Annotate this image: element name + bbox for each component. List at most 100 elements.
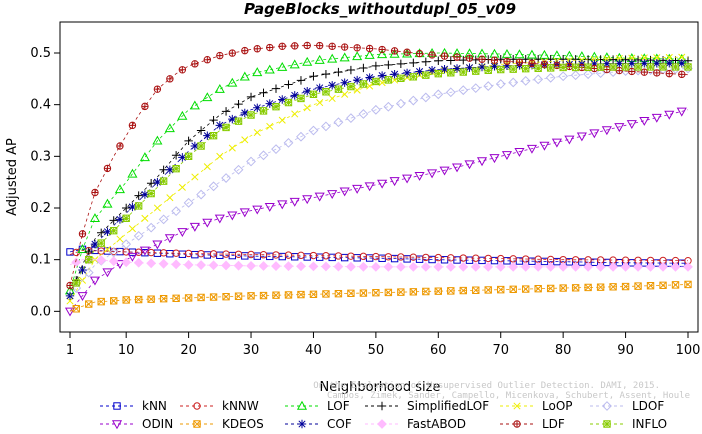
data-point (139, 246, 150, 256)
data-point (146, 179, 156, 188)
data-point (602, 59, 612, 68)
data-point (389, 177, 400, 187)
data-point (359, 289, 368, 297)
data-point (646, 55, 655, 65)
data-point (115, 215, 125, 224)
data-point (296, 261, 306, 272)
data-point (89, 213, 101, 223)
data-point (284, 80, 293, 89)
data-point (570, 70, 581, 81)
legend-item-kdeos: KDEOS (180, 417, 264, 431)
data-point (247, 292, 255, 300)
data-point (191, 173, 199, 181)
data-point (372, 289, 380, 297)
data-point (684, 280, 692, 289)
data-point (97, 228, 106, 237)
data-point (296, 76, 306, 85)
data-point (172, 165, 180, 173)
data-point (615, 54, 623, 62)
data-point (352, 51, 363, 61)
data-point (327, 53, 338, 63)
data-point (472, 286, 480, 294)
data-point (447, 287, 455, 295)
data-point (278, 95, 287, 104)
data-point (265, 99, 274, 108)
data-point (364, 182, 375, 192)
data-point (520, 75, 531, 86)
data-point (152, 135, 163, 145)
data-point (615, 59, 624, 68)
y-axis: 0.0 0.1 0.2 0.3 0.4 0.5 (30, 46, 60, 319)
data-point (495, 261, 506, 272)
data-point (640, 59, 649, 68)
data-point (665, 59, 674, 68)
data-point (551, 50, 562, 60)
data-point (508, 261, 519, 272)
legend-marker (111, 420, 123, 430)
data-point (402, 48, 413, 58)
data-point (489, 48, 500, 58)
data-point (633, 55, 643, 65)
data-point (396, 59, 406, 69)
data-point (645, 261, 656, 272)
data-point (184, 152, 193, 161)
y-axis-label: Adjusted AP (5, 138, 20, 216)
legend-marker (296, 400, 308, 410)
data-point (372, 77, 380, 86)
data-point (628, 54, 636, 62)
data-point (303, 104, 311, 112)
data-point (683, 261, 693, 272)
x-tick-label: 40 (305, 343, 322, 358)
data-point (359, 252, 368, 261)
data-point (615, 66, 624, 75)
data-point (246, 260, 256, 271)
data-point (322, 290, 330, 298)
data-point (465, 63, 474, 72)
data-point (234, 292, 243, 300)
data-point (146, 222, 157, 233)
data-point (147, 248, 155, 257)
data-point (558, 55, 568, 64)
data-point (459, 254, 467, 262)
data-point (253, 45, 261, 53)
data-point (584, 283, 592, 292)
legend-marker (513, 402, 521, 410)
legend-item-fastabod: FastABOD (365, 417, 466, 431)
data-point (209, 115, 218, 125)
x-tick-label: 20 (180, 343, 197, 358)
data-point (284, 251, 293, 259)
chart-title: PageBlocks_withoutdupl_05_v09 (244, 0, 516, 18)
data-point (103, 245, 112, 253)
data-point (303, 41, 311, 50)
data-point (241, 136, 249, 144)
data-point (164, 123, 175, 133)
data-point (114, 260, 125, 270)
data-point (103, 227, 112, 236)
data-point (639, 116, 650, 126)
data-point (258, 150, 269, 161)
data-point (422, 287, 430, 296)
data-point (659, 281, 667, 289)
data-point (614, 123, 625, 133)
data-point (290, 91, 299, 100)
data-point (315, 83, 324, 93)
data-point (464, 160, 475, 170)
data-point (533, 261, 544, 272)
data-point (383, 101, 394, 112)
series-line (69, 68, 689, 297)
data-point (166, 194, 174, 202)
data-point (595, 68, 606, 79)
data-point (222, 250, 230, 258)
data-point (239, 71, 250, 81)
data-point (452, 64, 462, 73)
data-point (303, 87, 312, 96)
data-point (391, 76, 399, 84)
legend-marker (193, 420, 201, 428)
data-point (109, 216, 118, 225)
data-point (545, 72, 556, 83)
legend-marker (602, 401, 612, 411)
y-tick-label: 0.5 (30, 46, 51, 61)
data-point (72, 279, 80, 287)
data-point (646, 63, 655, 71)
